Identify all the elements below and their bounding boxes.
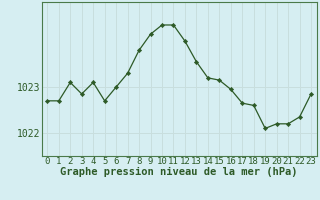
X-axis label: Graphe pression niveau de la mer (hPa): Graphe pression niveau de la mer (hPa) bbox=[60, 167, 298, 177]
